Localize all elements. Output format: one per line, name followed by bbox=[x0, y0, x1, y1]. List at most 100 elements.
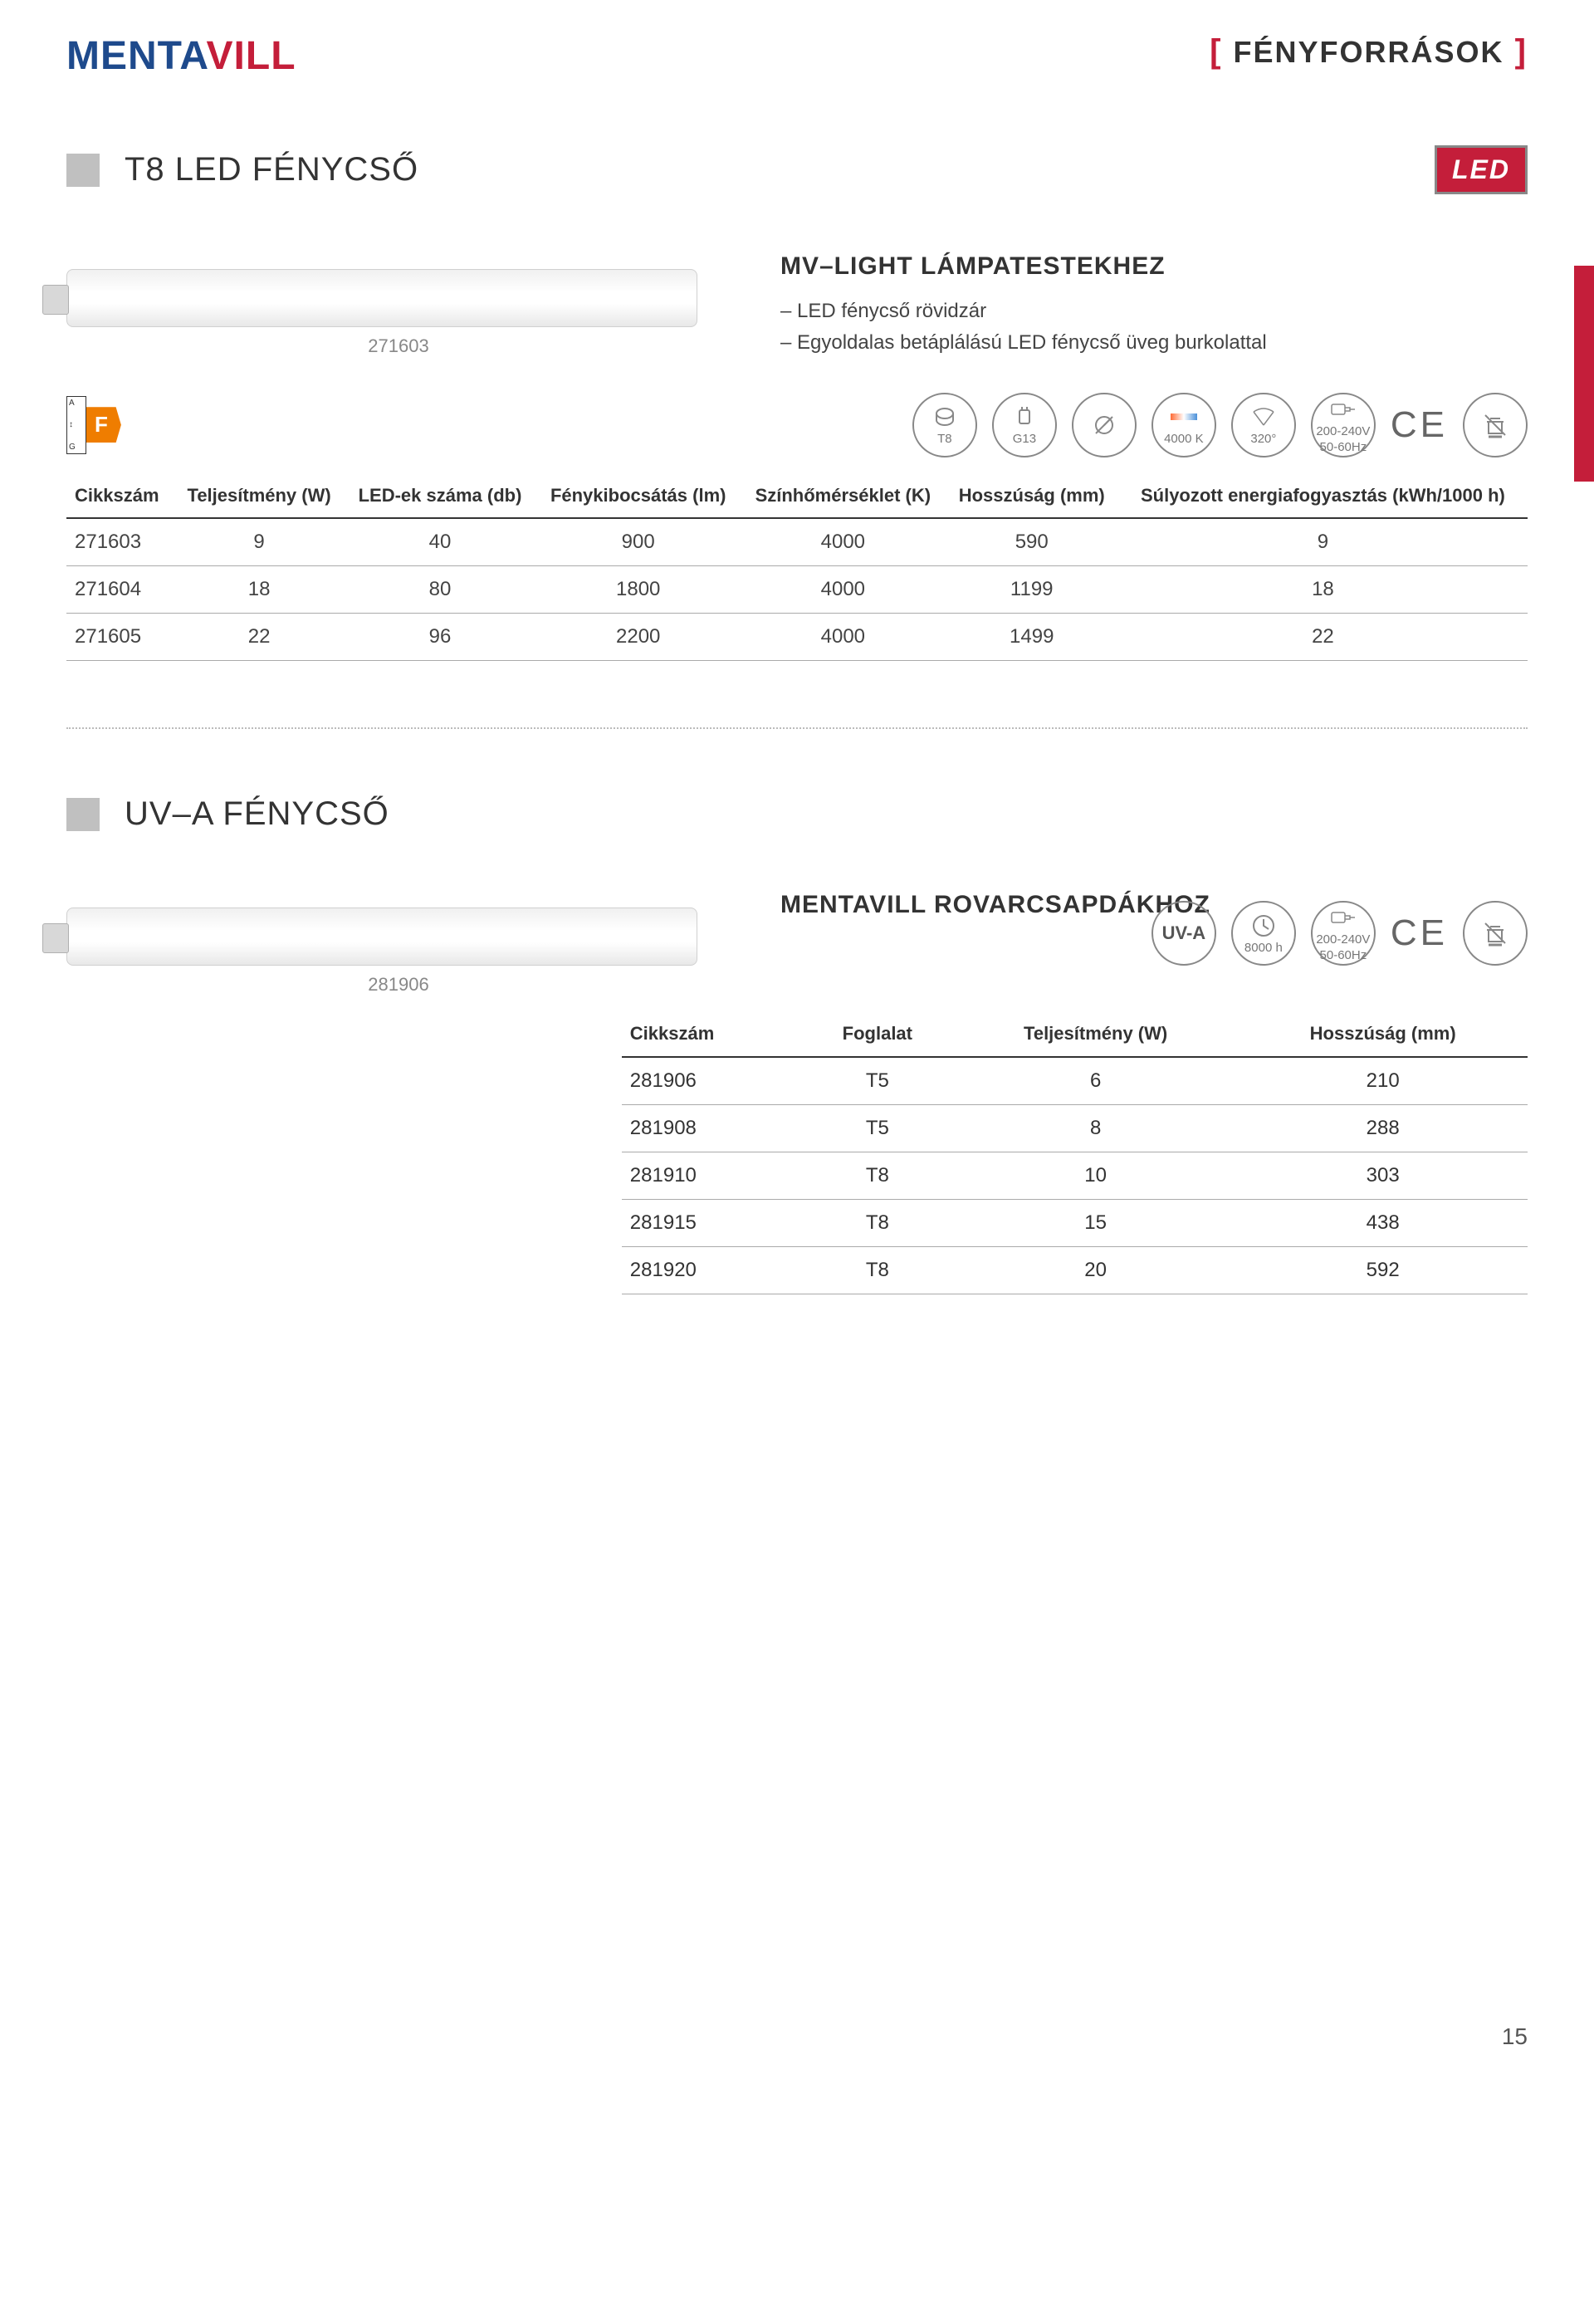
section-title-row: UV–A FÉNYCSŐ bbox=[66, 795, 1528, 833]
table-cell: 1499 bbox=[946, 614, 1118, 661]
bracket-right: ] bbox=[1504, 33, 1528, 70]
product-row: 281906 MENTAVILL ROVARCSAPDÁKHOZ UV-A 80… bbox=[66, 891, 1528, 996]
product-description: MENTAVILL ROVARCSAPDÁKHOZ UV-A 8000 h 20… bbox=[780, 891, 1528, 982]
icon-row: A ↕ G F T8 G13 4000 K 320° 200-240V bbox=[66, 393, 1528, 457]
table-row: 281910T810303 bbox=[622, 1152, 1528, 1199]
table-cell: 281910 bbox=[622, 1152, 802, 1199]
energy-label: A ↕ G F bbox=[66, 396, 121, 454]
uva-badge: UV-A bbox=[1151, 901, 1216, 966]
table-cell: 210 bbox=[1238, 1057, 1528, 1105]
spec-table-2: Cikkszám Foglalat Teljesítmény (W) Hossz… bbox=[622, 1012, 1528, 1294]
table-row: 281908T58288 bbox=[622, 1104, 1528, 1152]
weee-icon bbox=[1463, 393, 1528, 457]
beam-angle-label: 320° bbox=[1250, 432, 1276, 446]
category-text: FÉNYFORRÁSOK bbox=[1234, 35, 1504, 69]
tube-code: 271603 bbox=[66, 335, 731, 357]
th: LED-ek száma (db) bbox=[345, 474, 536, 519]
energy-scale: A ↕ G bbox=[66, 396, 86, 454]
table-cell: T5 bbox=[802, 1104, 953, 1152]
th: Foglalat bbox=[802, 1012, 953, 1057]
base-icon: G13 bbox=[992, 393, 1057, 457]
table-cell: T5 bbox=[802, 1057, 953, 1105]
energy-scale-bot: G bbox=[69, 443, 84, 452]
th: Színhőmérséklet (K) bbox=[741, 474, 946, 519]
table-cell: 80 bbox=[345, 566, 536, 614]
table-cell: 9 bbox=[1118, 518, 1528, 566]
color-temp-icon: 4000 K bbox=[1151, 393, 1216, 457]
table-cell: 590 bbox=[946, 518, 1118, 566]
table-cell: 10 bbox=[953, 1152, 1238, 1199]
voltage-icon: 200-240V 50-60Hz bbox=[1311, 393, 1376, 457]
th: Hosszúság (mm) bbox=[1238, 1012, 1528, 1057]
table-cell: 271604 bbox=[66, 566, 174, 614]
table-cell: 96 bbox=[345, 614, 536, 661]
section-marker bbox=[66, 154, 100, 187]
desc-line: – LED fénycső rövidzár bbox=[780, 296, 1528, 327]
table-cell: 281915 bbox=[622, 1199, 802, 1246]
bracket-left: [ bbox=[1210, 33, 1233, 70]
section-uva: UV–A FÉNYCSŐ 281906 MENTAVILL ROVARCSAPD… bbox=[66, 795, 1528, 1294]
table-cell: 6 bbox=[953, 1057, 1238, 1105]
table-header-row: Cikkszám Teljesítmény (W) LED-ek száma (… bbox=[66, 474, 1528, 519]
table-cell: 20 bbox=[953, 1246, 1238, 1294]
th: Hosszúság (mm) bbox=[946, 474, 1118, 519]
table-cell: 438 bbox=[1238, 1199, 1528, 1246]
socket-type-icon: T8 bbox=[912, 393, 977, 457]
desc-line: – Egyoldalas betáplálású LED fénycső üve… bbox=[780, 327, 1528, 359]
product-image-col: 271603 bbox=[66, 252, 731, 357]
table-header-row: Cikkszám Foglalat Teljesítmény (W) Hossz… bbox=[622, 1012, 1528, 1057]
led-badge: LED bbox=[1435, 145, 1528, 194]
beam-angle-icon: 320° bbox=[1231, 393, 1296, 457]
table-cell: 288 bbox=[1238, 1104, 1528, 1152]
product-row: 271603 MV–LIGHT LÁMPATESTEKHEZ – LED fén… bbox=[66, 252, 1528, 360]
table-cell: 18 bbox=[174, 566, 345, 614]
ce-mark: CE bbox=[1391, 912, 1448, 954]
th: Teljesítmény (W) bbox=[953, 1012, 1238, 1057]
th: Cikkszám bbox=[66, 474, 174, 519]
socket-type-label: T8 bbox=[937, 432, 952, 446]
table-cell: 15 bbox=[953, 1199, 1238, 1246]
th: Súlyozott energiafogyasztás (kWh/1000 h) bbox=[1118, 474, 1528, 519]
lifetime-icon: 8000 h bbox=[1231, 901, 1296, 966]
lifetime-label: 8000 h bbox=[1244, 941, 1283, 955]
table-cell: 18 bbox=[1118, 566, 1528, 614]
section-marker bbox=[66, 798, 100, 831]
table-cell: 4000 bbox=[741, 614, 946, 661]
page-number: 15 bbox=[1502, 2023, 1528, 2050]
table-cell: 303 bbox=[1238, 1152, 1528, 1199]
th: Cikkszám bbox=[622, 1012, 802, 1057]
th: Teljesítmény (W) bbox=[174, 474, 345, 519]
energy-class: F bbox=[86, 407, 121, 443]
table-cell: 9 bbox=[174, 518, 345, 566]
th: Fénykibocsátás (lm) bbox=[535, 474, 741, 519]
energy-scale-top: A bbox=[69, 399, 84, 408]
table-cell: 40 bbox=[345, 518, 536, 566]
product-description: MV–LIGHT LÁMPATESTEKHEZ – LED fénycső rö… bbox=[780, 252, 1528, 360]
table-cell: 1199 bbox=[946, 566, 1118, 614]
ce-mark: CE bbox=[1391, 404, 1448, 446]
table-cell: T8 bbox=[802, 1152, 953, 1199]
table-row: 281915T815438 bbox=[622, 1199, 1528, 1246]
table-row: 271605229622004000149922 bbox=[66, 614, 1528, 661]
weee-icon bbox=[1463, 901, 1528, 966]
table-cell: 900 bbox=[535, 518, 741, 566]
tube-image bbox=[66, 908, 697, 966]
table-cell: 22 bbox=[174, 614, 345, 661]
desc-title: MV–LIGHT LÁMPATESTEKHEZ bbox=[780, 252, 1528, 281]
color-temp-label: 4000 K bbox=[1164, 432, 1204, 446]
section-t8-led: T8 LED FÉNYCSŐ LED 271603 MV–LIGHT LÁMPA… bbox=[66, 145, 1528, 661]
brand-logo: MENTAVILL bbox=[66, 33, 296, 79]
table-row: 281906T56210 bbox=[622, 1057, 1528, 1105]
table-cell: 281920 bbox=[622, 1246, 802, 1294]
table-cell: 1800 bbox=[535, 566, 741, 614]
section-title: UV–A FÉNYCSŐ bbox=[125, 795, 389, 833]
table-cell: 8 bbox=[953, 1104, 1238, 1152]
page-header: MENTAVILL [ FÉNYFORRÁSOK ] bbox=[66, 33, 1528, 79]
table-cell: 22 bbox=[1118, 614, 1528, 661]
spec-table-1: Cikkszám Teljesítmény (W) LED-ek száma (… bbox=[66, 474, 1528, 662]
section-title: T8 LED FÉNYCSŐ bbox=[125, 151, 418, 188]
no-dimmer-icon bbox=[1072, 393, 1137, 457]
voltage-line1: 200-240V bbox=[1316, 932, 1370, 947]
section-title-row: T8 LED FÉNYCSŐ LED bbox=[66, 145, 1528, 194]
table-cell: 4000 bbox=[741, 518, 946, 566]
